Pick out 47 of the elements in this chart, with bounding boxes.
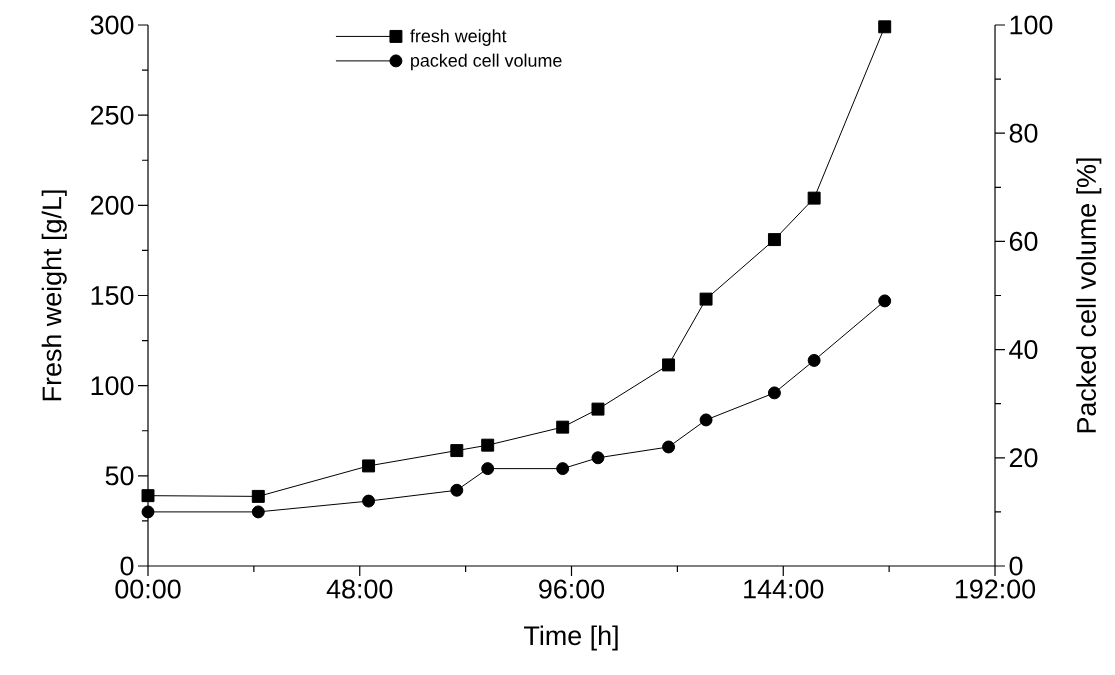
point: [251, 489, 265, 503]
point: [878, 20, 892, 34]
point: [807, 353, 821, 367]
point: [362, 459, 376, 473]
y2-tick-label: 20: [1009, 448, 1038, 468]
x-tick-label: 192:00: [955, 579, 1036, 599]
y-tick-label: 50: [105, 466, 134, 486]
point: [662, 440, 676, 454]
point: [141, 505, 155, 519]
point: [662, 358, 676, 372]
y-tick-label: 100: [91, 376, 134, 396]
point: [591, 402, 605, 416]
x-tick-label: 96:00: [539, 579, 605, 599]
y2-tick-label: 0: [1009, 556, 1023, 576]
y-axis-title: Fresh weight [g/L]: [41, 190, 67, 401]
point: [450, 444, 464, 458]
point: [699, 413, 713, 427]
y2-tick-label: 40: [1009, 340, 1038, 360]
point: [591, 451, 605, 465]
legend-label: packed cell volume: [411, 53, 562, 71]
point: [556, 420, 570, 434]
y2-axis-title: Packed cell volume [%]: [1076, 158, 1102, 433]
point: [807, 191, 821, 205]
point: [699, 292, 713, 306]
x-tick-label: 00:00: [115, 579, 181, 599]
y-tick-label: 150: [91, 285, 134, 306]
point: [767, 233, 781, 247]
x-tick-label: 48:00: [326, 579, 393, 599]
y2-tick-label: 80: [1009, 123, 1038, 143]
y-tick-label: 200: [90, 195, 134, 215]
point: [481, 462, 495, 476]
point: [251, 505, 265, 519]
point: [450, 483, 464, 497]
y2-tick-label: 60: [1009, 231, 1038, 251]
y2-tick-label: 100: [1010, 15, 1053, 35]
point: [141, 489, 155, 503]
y-tick-label: 300: [90, 15, 134, 35]
point: [878, 294, 892, 308]
y-tick-label: 0: [120, 556, 134, 576]
point: [481, 438, 495, 452]
x-axis-title: Time [h]: [524, 625, 618, 651]
legend-label: fresh weight: [410, 29, 507, 46]
y-tick-label: 250: [90, 105, 134, 125]
point: [556, 462, 570, 476]
x-tick-label: 144:00: [744, 579, 824, 599]
point: [767, 386, 781, 400]
point: [362, 494, 376, 508]
